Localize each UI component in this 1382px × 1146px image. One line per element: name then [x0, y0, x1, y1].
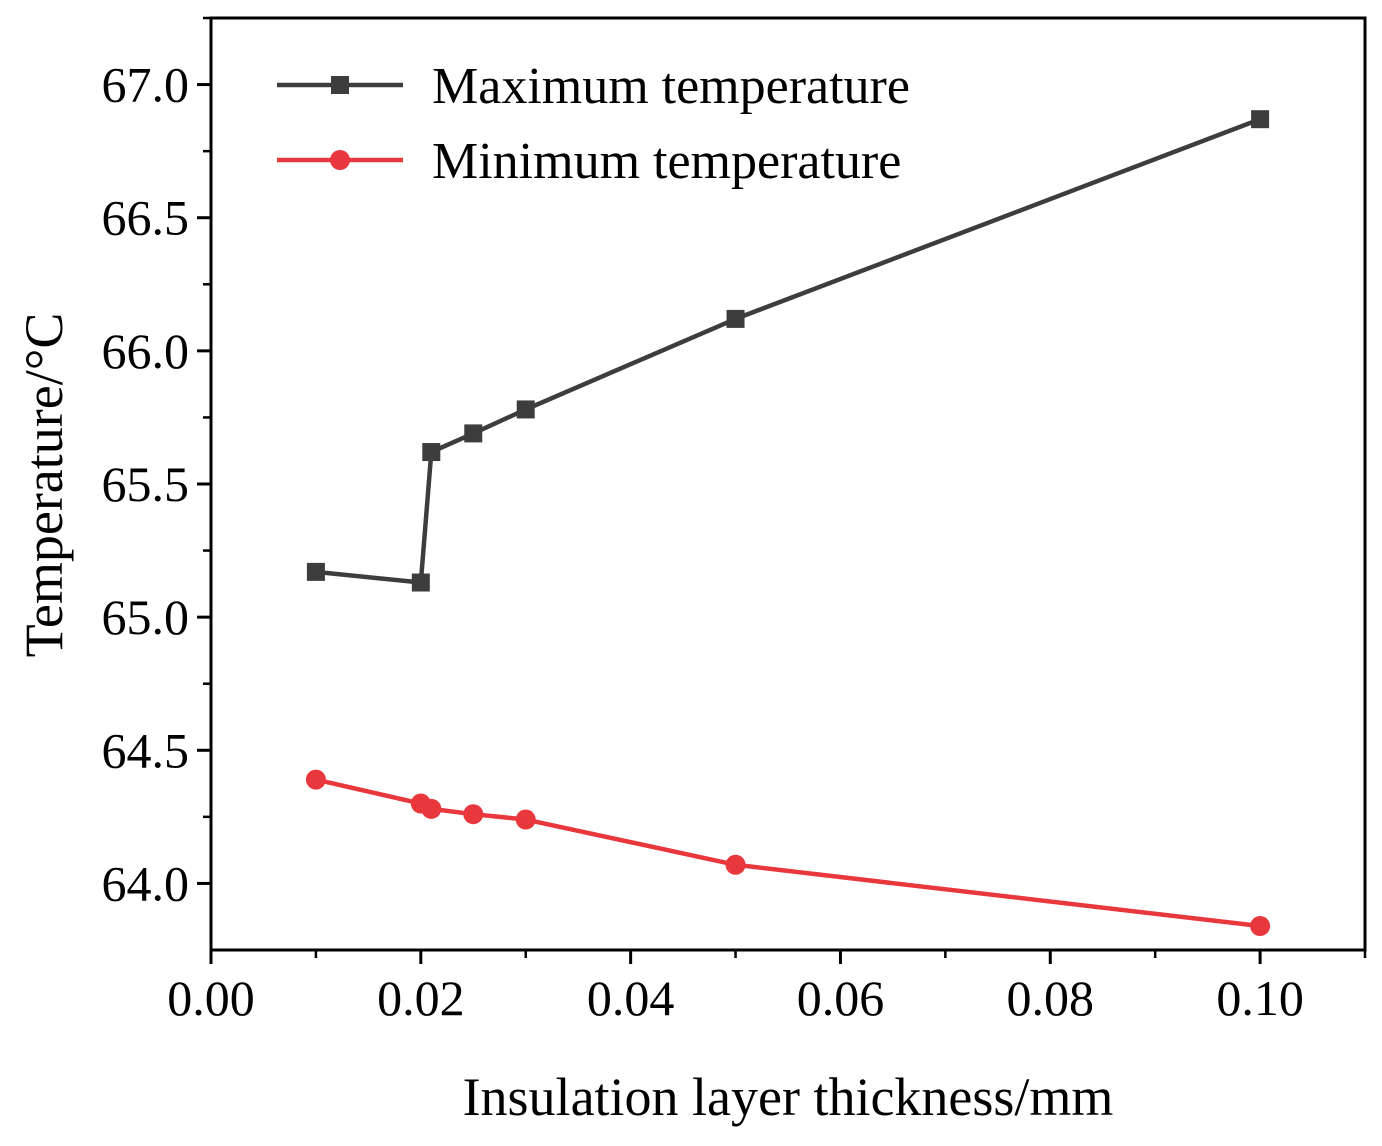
- data-point-circle: [725, 854, 746, 875]
- legend-label: Minimum temperature: [432, 133, 901, 190]
- data-point-circle: [463, 804, 484, 825]
- legend-label: Maximum temperature: [432, 58, 910, 115]
- x-tick-label: 0.08: [1007, 970, 1095, 1026]
- data-point-circle: [1250, 916, 1271, 937]
- axes: 0.00 0.02 0.04 0.06 0.08 0.10 64.0 64.5 65.0 65.5…: [102, 16, 1367, 1026]
- data-point-square: [306, 562, 325, 581]
- x-tick-label: 0.04: [587, 970, 675, 1026]
- y-tick-label: 65.5: [102, 456, 190, 512]
- data-point-square: [411, 573, 430, 592]
- y-tick-label: 66.5: [102, 190, 190, 246]
- y-tick-label: 66.0: [102, 323, 190, 379]
- x-tick-label: 0.06: [797, 970, 885, 1026]
- legend-marker-square: [331, 76, 349, 94]
- x-axis-title: Insulation layer thickness/mm: [463, 1067, 1114, 1127]
- y-tick-label: 64.5: [102, 722, 190, 778]
- data-point-square: [1251, 110, 1270, 129]
- y-tick-label: 64.0: [102, 855, 190, 911]
- data-point-square: [516, 400, 535, 419]
- y-tick-label: 67.0: [102, 57, 190, 113]
- x-tick-label: 0.10: [1216, 970, 1304, 1026]
- legend-marker-circle: [330, 150, 350, 170]
- y-tick-label: 65.0: [102, 589, 190, 645]
- data-point-circle: [421, 798, 442, 819]
- data-point-square: [726, 309, 745, 328]
- x-tick-label: 0.02: [377, 970, 465, 1026]
- data-point-circle: [515, 809, 536, 830]
- data-point-square: [464, 424, 483, 443]
- y-axis-title: Temperature/°C: [14, 313, 74, 658]
- data-point-circle: [305, 769, 326, 790]
- data-point-square: [422, 443, 441, 462]
- series-group: [305, 110, 1271, 937]
- x-tick-label: 0.00: [167, 970, 255, 1026]
- legend: Maximum temperature Minimum temperature: [277, 58, 910, 190]
